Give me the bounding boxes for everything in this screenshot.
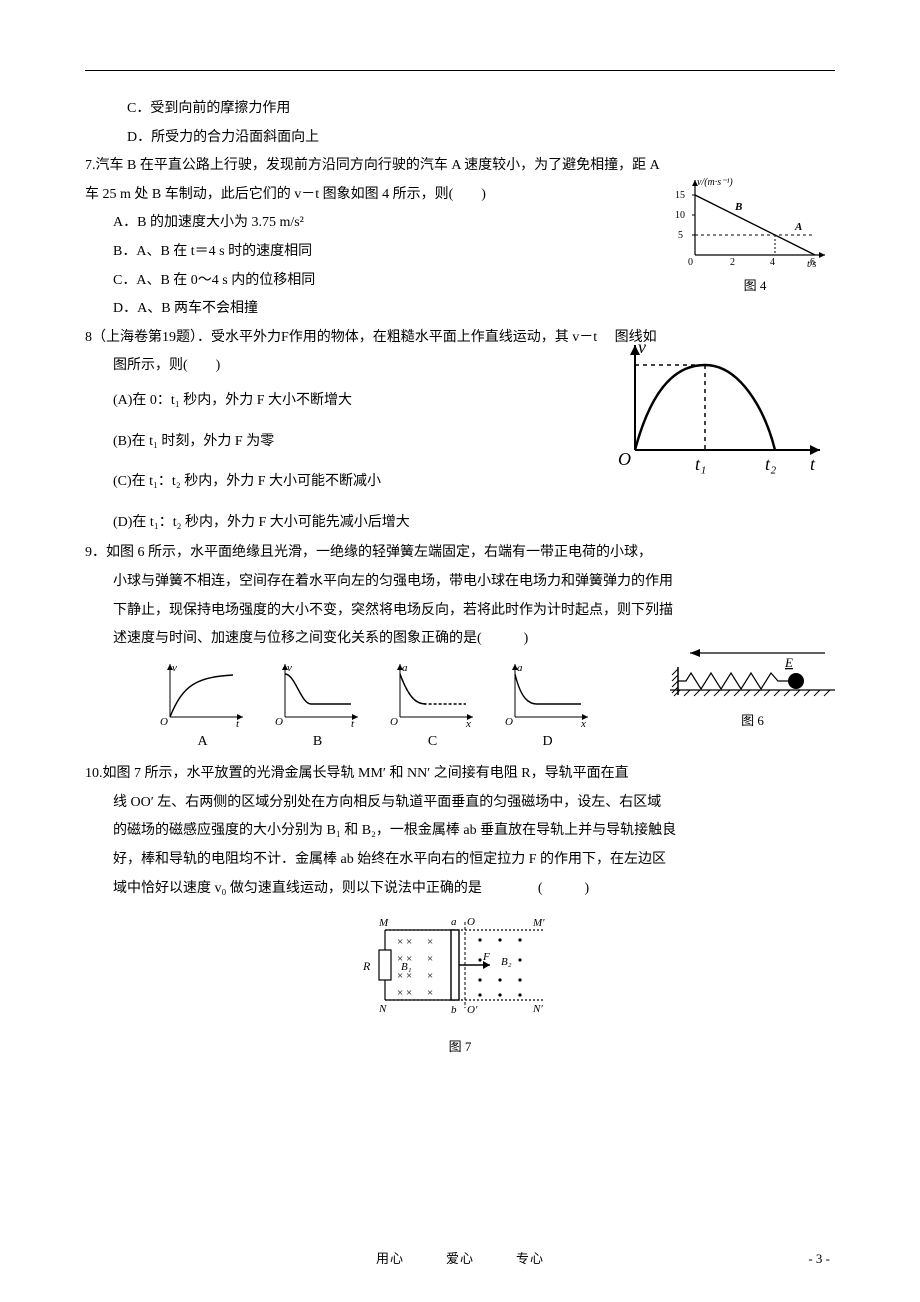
q9-stem2: 小球与弹簧不相连，空间存在着水平向左的匀强电场，带电小球在电场力和弹簧弹力的作用 (85, 569, 835, 596)
svg-text:O′: O′ (467, 1004, 478, 1016)
page-footer: 用心 爱心 专心 - 3 - (0, 1247, 920, 1272)
svg-text:×: × (427, 987, 433, 999)
q9-optA-fig: v t O A (158, 659, 248, 756)
q7-block: 5 10 15 0 2 4 6 B A t/s v/(m·s (85, 153, 835, 323)
svg-text:2: 2 (730, 257, 735, 268)
q10-stem4: 好，棒和导轨的电阻均不计．金属棒 ab 始终在水平向右的恒定拉力 F 的作用下，… (85, 847, 835, 874)
svg-text:a: a (517, 662, 523, 674)
svg-text:t₁: t₁ (695, 454, 706, 474)
svg-text:O: O (160, 716, 168, 728)
footer-center: 用心 爱心 专心 (0, 1247, 920, 1272)
svg-text:a: a (451, 916, 457, 928)
top-rule (85, 70, 835, 71)
q10-block: 10.如图 7 所示，水平放置的光滑金属长导轨 MM′ 和 NN′ 之间接有电阻… (85, 761, 835, 1059)
svg-text:M: M (378, 917, 389, 929)
svg-text:B₂: B₂ (501, 956, 512, 968)
svg-text:N: N (378, 1003, 387, 1015)
svg-text:0: 0 (688, 257, 693, 268)
q10-stem2: 线 OO′ 左、右两侧的区域分别处在方向相反与轨道平面垂直的匀强磁场中，设左、右… (85, 790, 835, 817)
svg-text:v: v (172, 662, 177, 674)
svg-text:x: x (465, 718, 471, 729)
svg-text:O: O (467, 916, 475, 928)
q8-block: O v t t₁ t₂ 8（上海卷第19题）．受水平外力F作用的物体，在粗糙水平… (85, 325, 835, 537)
q10-fig-caption: 图 7 (85, 1035, 835, 1060)
svg-text:t/s: t/s (807, 259, 817, 270)
svg-text:M′: M′ (532, 917, 545, 929)
svg-text:10: 10 (675, 210, 685, 221)
svg-text:a: a (402, 662, 408, 674)
svg-text:x: x (580, 718, 586, 729)
svg-text:B₁: B₁ (401, 961, 412, 973)
svg-text:t: t (351, 718, 355, 729)
svg-text:15: 15 (675, 190, 685, 201)
q9-optB-fig: v t O B (273, 659, 363, 756)
svg-text:N′: N′ (532, 1003, 543, 1015)
q9-spring-svg: E (670, 645, 835, 705)
svg-text:t: t (810, 454, 816, 474)
q9-fig-caption: 图 6 (670, 709, 835, 734)
q8-figure: O v t t₁ t₂ (610, 335, 835, 475)
q9-block: 9．如图 6 所示，水平面绝缘且光滑，一绝缘的轻弹簧左端固定，右端有一带正电荷的… (85, 540, 835, 755)
q6-optC: C．受到向前的摩擦力作用 (85, 96, 835, 123)
svg-text:O: O (618, 449, 631, 469)
q9-stem3: 下静止，现保持电场强度的大小不变，突然将电场反向，若将此时作为计时起点，则下列描 (85, 598, 835, 625)
svg-text:× ×: × × (397, 936, 412, 948)
q6-optD: D．所受力的合力沿面斜面向上 (85, 125, 835, 152)
q9-optC-fig: a x O C (388, 659, 478, 756)
q10-figure: R × ×× × ×× × ×× × ×× (85, 910, 835, 1059)
svg-text:R: R (362, 959, 371, 973)
svg-text:v/(m·s⁻¹): v/(m·s⁻¹) (697, 177, 733, 188)
svg-text:t: t (236, 718, 240, 729)
q9-optB-label: B (273, 729, 363, 756)
q8-optD: (D)在 t₁：t₂ 秒内，外力 F 大小可能先减小后增大 (85, 510, 835, 537)
svg-text:v: v (287, 662, 292, 674)
page: C．受到向前的摩擦力作用 D．所受力的合力沿面斜面向上 5 10 15 0 2 … (0, 0, 920, 1302)
q9-options-row: v t O A v t O B (135, 659, 615, 756)
svg-text:4: 4 (770, 257, 775, 268)
q7-fig-caption: 图 4 (675, 274, 835, 299)
q7-optD: D．A、B 两车不会相撞 (85, 296, 835, 323)
svg-text:v: v (638, 337, 646, 357)
svg-text:× ×: × × (397, 987, 412, 999)
q9-stem1: 9．如图 6 所示，水平面绝缘且光滑，一绝缘的轻弹簧左端固定，右端有一带正电荷的… (85, 540, 835, 567)
q10-stem3: 的磁场的磁感应强度的大小分别为 B₁ 和 B₂，一根金属棒 ab 垂直放在导轨上… (85, 818, 835, 845)
svg-text:×: × (427, 953, 433, 965)
q9-optA-label: A (158, 729, 248, 756)
svg-text:O: O (390, 716, 398, 728)
svg-text:A: A (794, 221, 802, 233)
q10-circuit-svg: R × ×× × ×× × ×× × ×× (355, 910, 565, 1020)
svg-text:×: × (427, 970, 433, 982)
q10-stem1: 10.如图 7 所示，水平放置的光滑金属长导轨 MM′ 和 NN′ 之间接有电阻… (85, 761, 835, 788)
svg-text:t₂: t₂ (765, 454, 776, 474)
footer-page-number: - 3 - (808, 1247, 830, 1272)
svg-text:b: b (451, 1004, 457, 1016)
q9-optD-fig: a x O D (503, 659, 593, 756)
svg-text:B: B (734, 201, 742, 213)
q8-chart-svg: O v t t₁ t₂ (610, 335, 835, 475)
q9-optC-label: C (388, 729, 478, 756)
svg-text:5: 5 (678, 230, 683, 241)
q10-stem5: 域中恰好以速度 v₀ 做匀速直线运动，则以下说法中正确的是 ( ) (85, 876, 835, 903)
svg-text:F: F (482, 951, 490, 963)
q9-spring-fig: E (670, 645, 835, 734)
svg-text:O: O (505, 716, 513, 728)
svg-text:E: E (784, 655, 793, 670)
q9-optD-label: D (503, 729, 593, 756)
svg-text:×: × (427, 936, 433, 948)
q7-figure: 5 10 15 0 2 4 6 B A t/s v/(m·s (675, 175, 835, 299)
svg-text:O: O (275, 716, 283, 728)
q7-chart-svg: 5 10 15 0 2 4 6 B A t/s v/(m·s (675, 175, 835, 270)
